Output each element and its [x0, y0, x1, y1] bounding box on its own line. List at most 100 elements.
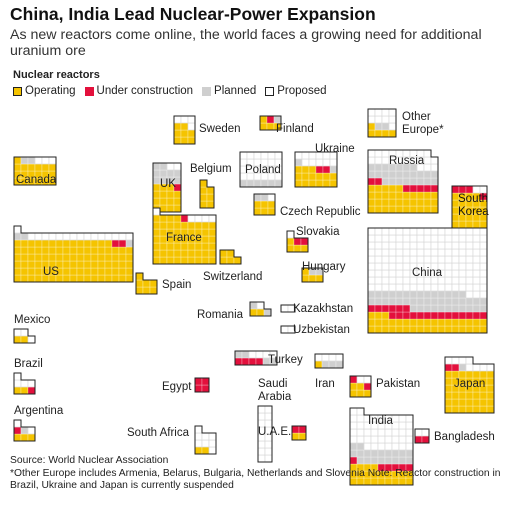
reactor-cell-operating — [294, 165, 303, 174]
reactor-cell-proposed — [405, 442, 414, 451]
reactor-cell-operating — [159, 221, 168, 230]
reactor-cell-proposed — [69, 232, 78, 241]
reactor-cell-operating — [363, 389, 372, 398]
reactor-cell-operating — [27, 163, 36, 172]
country-outline-hungary — [301, 267, 324, 283]
reactor-cell-proposed — [27, 335, 36, 344]
reactor-cell-operating — [367, 325, 376, 334]
reactor-cell-operating — [173, 122, 182, 131]
reactor-cell-proposed — [48, 232, 57, 241]
reactor-cell-operating — [152, 197, 161, 206]
reactor-cell-operating — [402, 205, 411, 214]
reactor-cell-proposed — [367, 234, 376, 243]
reactor-cell-proposed — [451, 356, 460, 365]
reactor-cell-proposed — [381, 262, 390, 271]
reactor-cell-proposed — [479, 283, 488, 292]
reactor-cell-construction — [472, 311, 481, 320]
reactor-cell-proposed — [267, 151, 276, 160]
reactor-cell-proposed — [458, 255, 467, 264]
reactor-cell-planned — [402, 177, 411, 186]
reactor-cell-proposed — [194, 439, 203, 448]
reactor-cell-operating — [166, 190, 175, 199]
reactor-cell-proposed — [257, 447, 266, 456]
reactor-cell-construction — [437, 311, 446, 320]
reactor-cell-proposed — [381, 241, 390, 250]
reactor-cell-proposed — [301, 151, 310, 160]
reactor-cell-construction — [444, 363, 453, 372]
reactor-cell-proposed — [267, 193, 276, 202]
country-label-egypt: Egypt — [162, 381, 192, 393]
reactor-cell-operating — [367, 184, 376, 193]
reactor-cell-operating — [118, 246, 127, 255]
reactor-cell-construction — [349, 375, 358, 384]
reactor-cell-planned — [395, 177, 404, 186]
reactor-cell-proposed — [27, 232, 36, 241]
country-label-spain: Spain — [162, 279, 192, 291]
reactor-cell-proposed — [465, 276, 474, 285]
reactor-cell-proposed — [329, 158, 338, 167]
reactor-cell-operating — [48, 253, 57, 262]
reactor-cell-proposed — [374, 262, 383, 271]
reactor-cell-proposed — [208, 439, 217, 448]
reactor-cell-proposed — [97, 232, 106, 241]
reactor-cell-operating — [97, 239, 106, 248]
country-grid-finland — [259, 115, 282, 131]
reactor-cell-operating — [451, 325, 460, 334]
country-grid-bangladesh — [414, 428, 430, 444]
country-grid-czech-republic — [253, 193, 276, 216]
country-outline-turkey — [234, 350, 278, 366]
reactor-cell-proposed — [349, 414, 358, 423]
legend-swatch-operating — [13, 86, 22, 96]
reactor-cell-proposed — [255, 350, 264, 359]
reactor-cell-operating — [472, 370, 481, 379]
reactor-cell-operating — [409, 318, 418, 327]
reactor-cell-proposed — [444, 255, 453, 264]
reactor-cell-proposed — [377, 442, 386, 451]
reactor-cell-operating — [166, 221, 175, 230]
reactor-cell-proposed — [472, 185, 481, 194]
reactor-cell-operating — [208, 221, 217, 230]
country-label-argentina: Argentina — [14, 405, 64, 417]
reactor-cell-proposed — [367, 149, 376, 158]
reactor-cell-proposed — [430, 283, 439, 292]
reactor-cell-operating — [301, 274, 310, 283]
reactor-cell-operating — [41, 163, 50, 172]
reactor-cell-proposed — [260, 151, 269, 160]
reactor-cell-operating — [267, 207, 276, 216]
reactor-cell-operating — [423, 318, 432, 327]
reactor-cell-proposed — [458, 283, 467, 292]
country-grid-slovakia — [286, 230, 309, 253]
reactor-cell-proposed — [328, 353, 337, 362]
reactor-cell-operating — [111, 253, 120, 262]
reactor-cell-proposed — [423, 248, 432, 257]
reactor-cell-proposed — [388, 262, 397, 271]
reactor-cell-planned — [451, 304, 460, 313]
reactor-cell-proposed — [374, 227, 383, 236]
reactor-cell-proposed — [405, 421, 414, 430]
reactor-cell-proposed — [377, 435, 386, 444]
reactor-cell-proposed — [308, 158, 317, 167]
reactor-cell-proposed — [395, 283, 404, 292]
legend-title: Nuclear reactors — [13, 69, 100, 81]
country-grid-japan — [444, 356, 495, 414]
reactor-cell-operating — [349, 382, 358, 391]
reactor-cell-operating — [97, 253, 106, 262]
reactor-cell-operating — [249, 308, 258, 317]
reactor-cell-construction — [194, 377, 203, 386]
country-label-other-europe: Other Europe* — [402, 111, 444, 136]
reactor-cell-operating — [219, 249, 228, 258]
country-label-sweden: Sweden — [199, 123, 241, 135]
reactor-cell-proposed — [315, 158, 324, 167]
reactor-cell-proposed — [264, 447, 273, 456]
reactor-cell-operating — [374, 311, 383, 320]
reactor-cell-planned — [430, 304, 439, 313]
reactor-cell-operating — [180, 136, 189, 145]
reactor-cell-proposed — [363, 428, 372, 437]
country-label-belgium: Belgium — [190, 163, 232, 175]
reactor-cell-proposed — [451, 262, 460, 271]
reactor-cell-proposed — [398, 435, 407, 444]
reactor-cell-operating — [83, 239, 92, 248]
reactor-cell-operating — [226, 249, 235, 258]
reactor-cell-construction — [458, 311, 467, 320]
country-grid-canada — [13, 156, 57, 186]
